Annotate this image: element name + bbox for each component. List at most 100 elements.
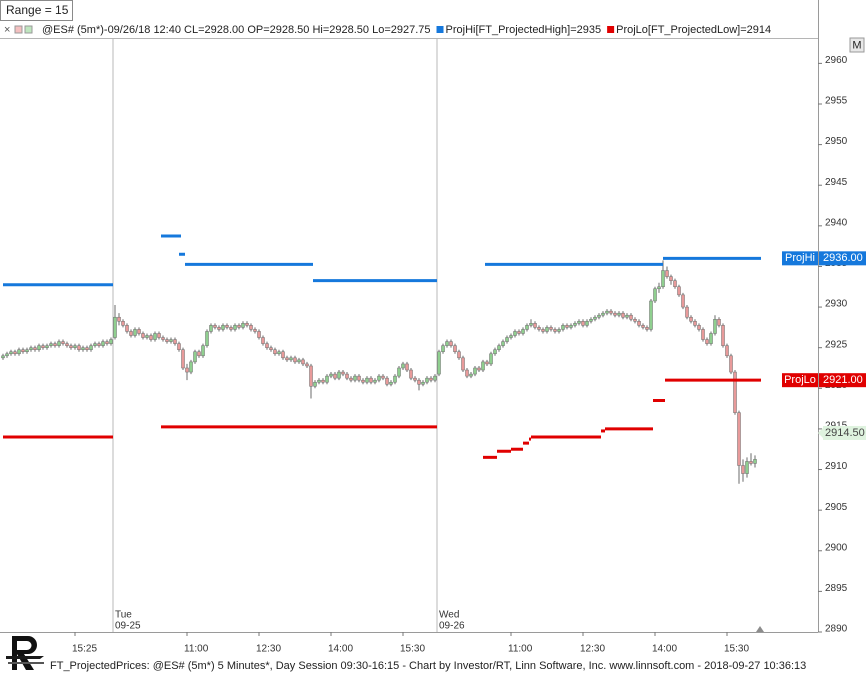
- candle-body: [249, 325, 253, 330]
- candle-body: [569, 325, 573, 328]
- candle-body: [545, 327, 549, 332]
- range-box[interactable]: [0, 0, 73, 21]
- candle-body: [37, 345, 41, 350]
- candle-body: [61, 341, 65, 344]
- x-tick-label: 15:25: [72, 644, 97, 655]
- candle-body: [93, 343, 97, 346]
- candle-body: [193, 351, 197, 363]
- y-tick-label: 2950: [825, 136, 848, 147]
- color-icon[interactable]: [14, 25, 23, 34]
- candle-body: [717, 319, 721, 326]
- candle-body: [117, 316, 121, 322]
- candle-body: [409, 369, 413, 379]
- legend-bar: [0, 21, 818, 38]
- candle-body: [413, 377, 417, 381]
- candle-body: [613, 312, 617, 316]
- candle-body: [489, 353, 493, 365]
- candle-body: [241, 323, 245, 328]
- candle-body: [77, 345, 81, 350]
- candle-body: [729, 355, 733, 373]
- y-tick-label: 2955: [825, 96, 848, 107]
- y-tick-label: 2930: [825, 299, 848, 310]
- candle-body: [65, 343, 69, 346]
- session-date: 09-26: [439, 621, 465, 632]
- y-tick-label: 2960: [825, 55, 848, 66]
- candle-body: [753, 459, 757, 464]
- candle-body: [161, 337, 165, 340]
- candle-body: [389, 381, 393, 385]
- candle-body: [329, 373, 333, 377]
- candle-body: [581, 321, 585, 326]
- candle-body: [441, 345, 445, 352]
- candle-body: [549, 327, 553, 330]
- candle-body: [709, 333, 713, 344]
- candle-body: [185, 367, 189, 373]
- color-icon[interactable]: [24, 25, 33, 34]
- candle-body: [129, 331, 133, 336]
- candle-body: [605, 310, 609, 314]
- candle-body: [589, 319, 593, 322]
- last-price-arrow: [818, 427, 823, 438]
- range-label[interactable]: Range = 15: [6, 3, 69, 17]
- candle-body: [713, 319, 717, 334]
- candle-body: [421, 381, 425, 385]
- candle-body: [381, 375, 385, 379]
- candle-body: [445, 341, 449, 346]
- candle-body: [561, 325, 565, 330]
- m-button-label[interactable]: M: [852, 39, 861, 51]
- close-icon[interactable]: ×: [4, 24, 10, 36]
- candle-body: [385, 377, 389, 385]
- projection-tag-box: [782, 251, 818, 266]
- candle-body: [493, 349, 497, 355]
- candle-body: [105, 341, 109, 344]
- candle-body: [81, 347, 85, 350]
- candle-body: [741, 465, 745, 474]
- candle-body: [273, 349, 277, 355]
- candle-body: [45, 345, 49, 348]
- candle-body: [701, 329, 705, 340]
- candle-body: [305, 363, 309, 367]
- candle-body: [721, 325, 725, 346]
- candle-body: [237, 325, 241, 328]
- candle-body: [49, 343, 53, 346]
- candle-body: [745, 461, 749, 474]
- candle-body: [217, 327, 221, 330]
- candle-body: [465, 369, 469, 377]
- candle-body: [317, 379, 321, 383]
- candle-body: [201, 345, 205, 357]
- candle-body: [517, 331, 521, 334]
- footer: FT_ProjectedPrices: @ES# (5m*) 5 Minutes…: [50, 660, 806, 672]
- m-button[interactable]: [849, 37, 865, 53]
- candle-body: [141, 333, 145, 338]
- candle-body: [313, 381, 317, 387]
- candle-body: [585, 321, 589, 326]
- candle-body: [725, 345, 729, 357]
- y-tick-label: 2940: [825, 217, 848, 228]
- candle-body: [377, 375, 381, 381]
- candle-body: [213, 325, 217, 328]
- candle-body: [9, 351, 13, 355]
- candle-body: [373, 379, 377, 383]
- candle-body: [521, 329, 525, 334]
- session-date: 09-25: [115, 621, 141, 632]
- candle-body: [537, 327, 541, 330]
- candle-body: [265, 343, 269, 348]
- candle-body: [285, 357, 289, 361]
- candle-body: [401, 363, 405, 369]
- candle-body: [233, 325, 237, 330]
- candle-body: [197, 351, 201, 357]
- candle-body: [609, 310, 613, 314]
- candle-body: [629, 314, 633, 320]
- scroll-marker[interactable]: [756, 626, 764, 632]
- candle-body: [301, 359, 305, 365]
- last-price-box: [823, 425, 866, 440]
- candle-body: [345, 373, 349, 379]
- y-tick-label: 2905: [825, 502, 848, 513]
- candle-body: [121, 321, 125, 326]
- session-day: Wed: [439, 610, 459, 621]
- candle-body: [457, 351, 461, 359]
- candle-body: [69, 345, 73, 348]
- candle-body: [25, 349, 29, 352]
- logo: [6, 636, 44, 670]
- candle-body: [357, 375, 361, 381]
